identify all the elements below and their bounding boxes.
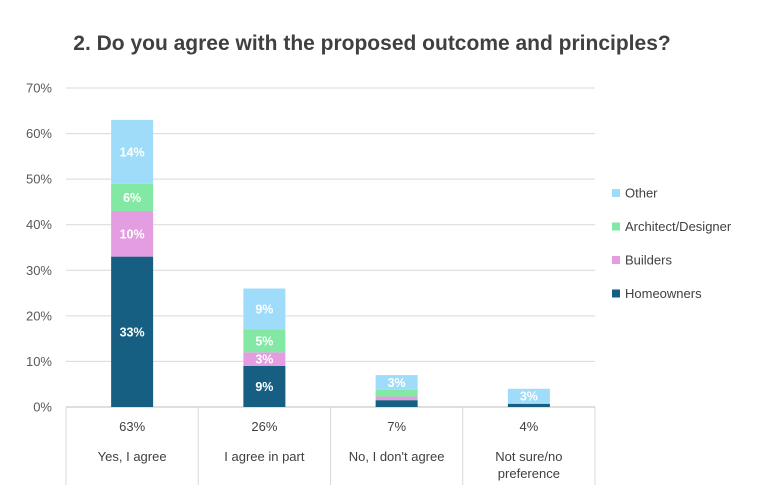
legend: Other Architect/Designer Builders Homeowner… — [612, 186, 732, 301]
bars: 33% 10% 6% 14% 9% 3% 5% 9% 3% 3% — [111, 119, 550, 407]
category-table: 63% Yes, I agree 26% I agree in part 7% No, I… — [65, 407, 596, 485]
bar-segment — [243, 352, 286, 366]
bar-segment — [243, 365, 286, 407]
category-total-label: 4% — [519, 419, 538, 434]
legend-label: Builders — [625, 253, 672, 268]
category-label-line: preference — [498, 466, 560, 481]
segment-data-label: 6% — [123, 191, 141, 205]
y-axis-ticks: 0% 10% 20% 30% 40% 50% 60% 70% — [26, 81, 52, 415]
bar-segment — [375, 375, 418, 390]
bar-segment — [111, 183, 154, 212]
y-tick-label: 50% — [26, 172, 52, 187]
legend-swatch — [612, 222, 620, 231]
bar-segment — [111, 211, 154, 257]
legend-swatch — [612, 256, 620, 264]
category-label: No, I don't agree — [349, 449, 445, 464]
y-tick-label: 60% — [26, 126, 52, 141]
category-label-line: Yes, I agree — [98, 449, 167, 464]
legend-label: Architect/Designer — [625, 219, 732, 234]
category-total-label: 26% — [251, 419, 277, 434]
y-tick-label: 40% — [26, 217, 52, 232]
segment-data-label: 33% — [120, 325, 145, 339]
segment-data-label: 9% — [255, 380, 273, 394]
bar-segment — [243, 329, 286, 353]
y-tick-label: 0% — [33, 400, 52, 415]
segment-data-label: 3% — [520, 389, 538, 403]
category-label: Not sure/no preference — [495, 449, 562, 481]
bar-segment — [375, 400, 418, 407]
category-label: I agree in part — [224, 449, 305, 464]
y-tick-label: 10% — [26, 354, 52, 369]
category-label-line: Not sure/no — [495, 449, 562, 464]
legend-label: Other — [625, 186, 658, 201]
bar-segment — [111, 119, 154, 184]
bar-segment — [111, 256, 154, 407]
legend-swatch — [612, 289, 620, 298]
category-label-line: I agree in part — [224, 449, 305, 464]
y-tick-label: 30% — [26, 263, 52, 278]
legend-label: Homeowners — [625, 286, 702, 301]
chart-title: 2. Do you agree with the proposed outcom… — [73, 32, 670, 55]
segment-data-label: 3% — [388, 376, 406, 390]
bar-segment — [507, 388, 550, 403]
bar-segment — [243, 288, 286, 330]
y-tick-label: 20% — [26, 308, 52, 323]
category-label: Yes, I agree — [98, 449, 167, 464]
segment-data-label: 5% — [255, 334, 273, 348]
segment-data-label: 14% — [120, 145, 145, 159]
legend-swatch — [612, 189, 620, 197]
gridlines — [66, 87, 595, 408]
bar-segment — [507, 403, 550, 407]
category-label-line: No, I don't agree — [349, 449, 445, 464]
category-total-label: 7% — [387, 419, 406, 434]
y-tick-label: 70% — [26, 81, 52, 96]
bar-segment — [375, 389, 418, 397]
category-total-label: 63% — [119, 419, 145, 434]
bar-segment — [375, 396, 418, 401]
segment-data-label: 9% — [255, 303, 273, 317]
segment-data-label: 3% — [255, 353, 273, 367]
segment-data-label: 10% — [120, 227, 145, 241]
